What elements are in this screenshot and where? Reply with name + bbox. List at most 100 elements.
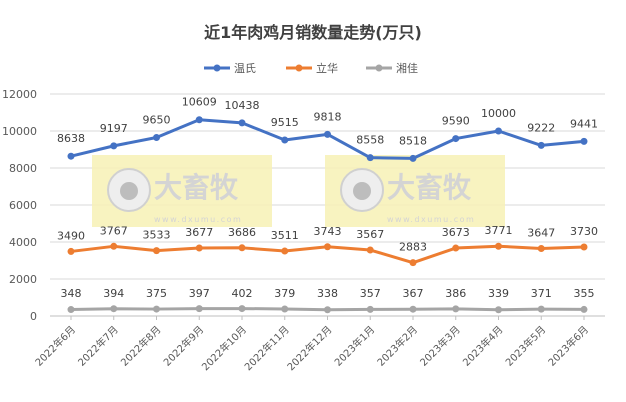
x-tick-label: 2022年9月 (161, 323, 207, 369)
series-group: 8638 9197 9650 10609 10438 9515 9818 8558 8518 95… (57, 96, 598, 314)
x-tick-label: 2023年4月 (460, 323, 506, 369)
data-point (67, 306, 75, 314)
chart-title: 近1年肉鸡月销数量走势(万只) (204, 23, 422, 42)
x-tick-label: 2023年2月 (374, 323, 420, 369)
data-point (281, 247, 289, 255)
data-label: 339 (488, 287, 509, 300)
data-point (366, 154, 374, 162)
data-label: 10609 (182, 96, 217, 109)
data-point (324, 306, 331, 314)
data-point (195, 244, 203, 252)
data-point (452, 135, 460, 143)
data-point (537, 305, 545, 313)
x-tick-label: 2022年6月 (32, 323, 78, 369)
legend-marker-icon (375, 64, 383, 72)
x-tick-label: 2022年7月 (75, 323, 121, 369)
legend-item-3: 湘佳 (366, 61, 418, 75)
watermark: 大畜牧 www.dxumu.com (92, 155, 272, 227)
y-tick-label: 4000 (9, 236, 37, 249)
data-point (238, 305, 246, 313)
data-label: 3511 (271, 229, 299, 242)
data-label: 338 (317, 287, 338, 300)
data-label: 8638 (57, 132, 85, 145)
data-point (67, 247, 75, 255)
legend-item-2: 立华 (286, 61, 338, 75)
data-label: 3673 (442, 226, 470, 239)
x-tick-label: 2022年12月 (284, 323, 334, 373)
data-label: 371 (531, 287, 552, 300)
y-tick-label: 2000 (9, 273, 37, 286)
x-tick-label: 2023年1月 (332, 323, 378, 369)
y-tick-label: 8000 (9, 162, 37, 175)
data-label: 3771 (485, 224, 513, 237)
data-label: 9222 (527, 121, 555, 134)
x-tick-label: 2023年5月 (503, 323, 549, 369)
watermark-url: www.dxumu.com (154, 215, 242, 224)
watermark-eye-icon (120, 182, 138, 200)
x-tick-label: 2022年11月 (242, 323, 292, 373)
data-point (195, 305, 203, 313)
data-point (452, 244, 460, 252)
data-point (238, 119, 246, 127)
data-point (153, 133, 160, 141)
data-point (238, 244, 246, 252)
data-label: 9441 (570, 117, 598, 130)
data-label: 3767 (100, 224, 128, 237)
data-point (281, 305, 289, 313)
data-label: 355 (574, 287, 595, 300)
data-label: 9818 (314, 110, 342, 123)
data-label: 9590 (442, 115, 470, 128)
legend-label: 湘佳 (396, 61, 418, 75)
data-point (537, 141, 545, 149)
data-label: 348 (61, 287, 82, 300)
data-point (580, 305, 588, 313)
data-label: 3730 (570, 225, 598, 238)
y-axis: 0 2000 4000 6000 8000 10000 12000 (2, 88, 37, 323)
series-1: 8638 9197 9650 10609 10438 9515 9818 8558 8518 95… (57, 96, 598, 162)
legend: 温氏 立华 湘佳 (204, 61, 418, 75)
data-point (153, 247, 160, 255)
series-2: 3490 3767 3533 3677 3686 3511 3743 3567 2883 3673… (57, 224, 598, 267)
data-label: 375 (146, 287, 167, 300)
data-point (67, 152, 75, 160)
data-point (324, 130, 331, 138)
data-label: 367 (403, 287, 424, 300)
x-tick-label: 2023年3月 (417, 323, 463, 369)
data-label: 397 (189, 287, 210, 300)
data-point (537, 245, 545, 253)
data-label: 379 (274, 287, 295, 300)
data-point (495, 242, 502, 250)
x-tick-label: 2023年6月 (545, 323, 591, 369)
data-point (452, 305, 460, 313)
data-label: 3490 (57, 229, 85, 242)
x-tick-label: 2022年8月 (118, 323, 164, 369)
data-label: 3743 (314, 225, 342, 238)
legend-label: 温氏 (234, 62, 256, 75)
data-point (495, 127, 502, 135)
legend-label: 立华 (316, 61, 338, 75)
watermarks: 大畜牧 www.dxumu.com 大畜牧 www.dxumu.com (92, 155, 505, 227)
watermark-url: www.dxumu.com (387, 215, 475, 224)
x-tick-label: 2022年10月 (199, 323, 249, 373)
data-point (366, 246, 374, 254)
data-label: 9197 (100, 122, 128, 135)
data-point (409, 154, 417, 162)
watermark-eye-icon (353, 182, 371, 200)
series-3: 348 394 375 397 402 379 338 357 367 386 339 371 355 (61, 287, 595, 314)
watermark-brand: 大畜牧 (154, 171, 239, 204)
data-label: 3677 (185, 226, 213, 239)
data-label: 2883 (399, 241, 427, 254)
data-label: 9650 (143, 113, 171, 126)
data-label: 9515 (271, 116, 299, 129)
watermark: 大畜牧 www.dxumu.com (325, 155, 505, 227)
x-axis: 2022年6月2022年7月2022年8月2022年9月2022年10月2022… (32, 316, 591, 373)
data-point (281, 136, 289, 144)
data-point (110, 242, 118, 250)
data-label: 386 (445, 287, 466, 300)
data-point (324, 243, 331, 251)
watermark-brand: 大畜牧 (387, 171, 472, 204)
data-point (409, 305, 417, 313)
legend-marker-icon (213, 64, 221, 72)
data-point (580, 243, 588, 251)
